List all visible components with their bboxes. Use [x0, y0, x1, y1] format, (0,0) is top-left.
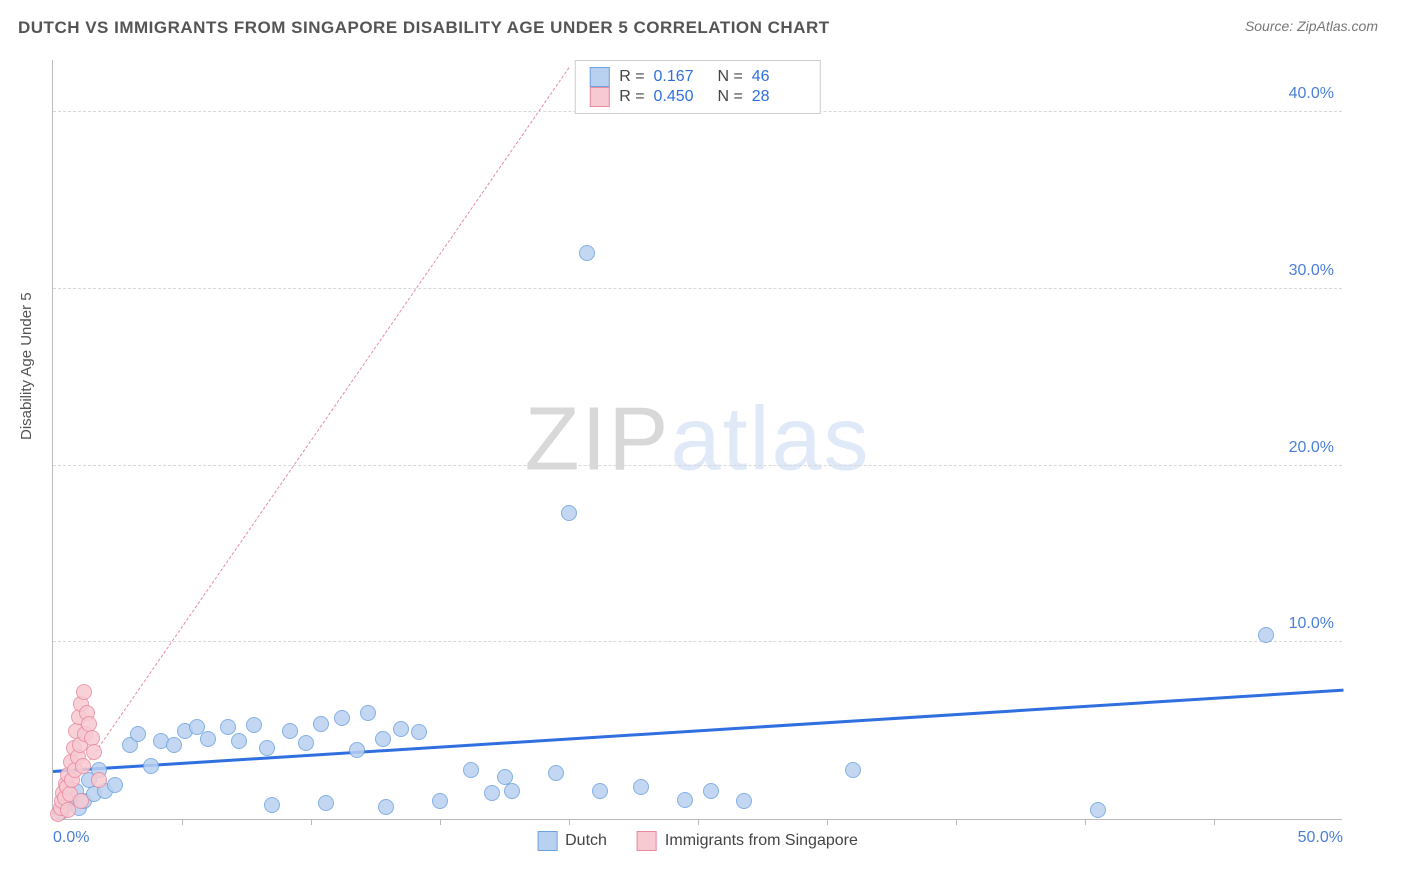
x-tick	[440, 819, 441, 825]
gridline	[53, 465, 1342, 466]
data-point	[334, 710, 350, 726]
data-point	[318, 795, 334, 811]
x-tick	[956, 819, 957, 825]
x-tick	[827, 819, 828, 825]
trend-line	[53, 67, 570, 813]
data-point	[360, 705, 376, 721]
data-point	[246, 717, 262, 733]
data-point	[1258, 627, 1274, 643]
legend-swatch	[537, 831, 557, 851]
header: DUTCH VS IMMIGRANTS FROM SINGAPORE DISAB…	[0, 0, 1406, 46]
scatter-chart: ZIPatlas 10.0%20.0%30.0%40.0%0.0%50.0%R …	[52, 60, 1342, 820]
gridline	[53, 288, 1342, 289]
legend-label: Dutch	[565, 832, 607, 850]
data-point	[845, 762, 861, 778]
watermark: ZIPatlas	[524, 388, 870, 491]
x-tick	[182, 819, 183, 825]
data-point	[736, 793, 752, 809]
data-point	[378, 799, 394, 815]
chart-title: DUTCH VS IMMIGRANTS FROM SINGAPORE DISAB…	[18, 18, 830, 38]
y-tick-label: 40.0%	[1289, 85, 1334, 103]
data-point	[561, 505, 577, 521]
data-point	[130, 726, 146, 742]
data-point	[411, 724, 427, 740]
legend-n-label: N = 28	[718, 88, 806, 106]
x-tick-label: 50.0%	[1298, 829, 1343, 847]
data-point	[633, 779, 649, 795]
x-tick	[569, 819, 570, 825]
y-tick-label: 10.0%	[1289, 615, 1334, 633]
x-tick	[311, 819, 312, 825]
data-point	[220, 719, 236, 735]
data-point	[282, 723, 298, 739]
legend-swatch	[589, 87, 609, 107]
data-point	[166, 737, 182, 753]
legend-r-label: R = 0.450	[619, 88, 707, 106]
data-point	[1090, 802, 1106, 818]
legend-row: R = 0.167 N = 46	[589, 67, 805, 87]
x-tick	[1214, 819, 1215, 825]
data-point	[677, 792, 693, 808]
data-point	[143, 758, 159, 774]
data-point	[264, 797, 280, 813]
x-tick-label: 0.0%	[53, 829, 89, 847]
data-point	[259, 740, 275, 756]
x-tick	[698, 819, 699, 825]
data-point	[703, 783, 719, 799]
legend-n-label: N = 46	[718, 68, 806, 86]
legend-item: Dutch	[537, 831, 607, 851]
data-point	[76, 684, 92, 700]
data-point	[393, 721, 409, 737]
legend-item: Immigrants from Singapore	[637, 831, 858, 851]
legend-row: R = 0.450 N = 28	[589, 87, 805, 107]
data-point	[75, 758, 91, 774]
source-label: Source: ZipAtlas.com	[1245, 18, 1378, 34]
data-point	[349, 742, 365, 758]
data-point	[91, 772, 107, 788]
series-legend: Dutch Immigrants from Singapore	[537, 831, 858, 851]
correlation-legend: R = 0.167 N = 46 R = 0.450 N = 28	[574, 60, 820, 114]
x-tick	[1085, 819, 1086, 825]
data-point	[463, 762, 479, 778]
data-point	[107, 777, 123, 793]
legend-swatch	[589, 67, 609, 87]
data-point	[200, 731, 216, 747]
data-point	[298, 735, 314, 751]
y-tick-label: 30.0%	[1289, 262, 1334, 280]
legend-swatch	[637, 831, 657, 851]
data-point	[548, 765, 564, 781]
data-point	[60, 802, 76, 818]
data-point	[375, 731, 391, 747]
data-point	[579, 245, 595, 261]
data-point	[231, 733, 247, 749]
trend-line	[53, 689, 1343, 773]
y-axis-label: Disability Age Under 5	[18, 292, 35, 440]
legend-label: Immigrants from Singapore	[665, 832, 858, 850]
legend-r-label: R = 0.167	[619, 68, 707, 86]
data-point	[313, 716, 329, 732]
gridline	[53, 641, 1342, 642]
data-point	[432, 793, 448, 809]
data-point	[86, 744, 102, 760]
data-point	[484, 785, 500, 801]
y-tick-label: 20.0%	[1289, 439, 1334, 457]
data-point	[592, 783, 608, 799]
data-point	[504, 783, 520, 799]
